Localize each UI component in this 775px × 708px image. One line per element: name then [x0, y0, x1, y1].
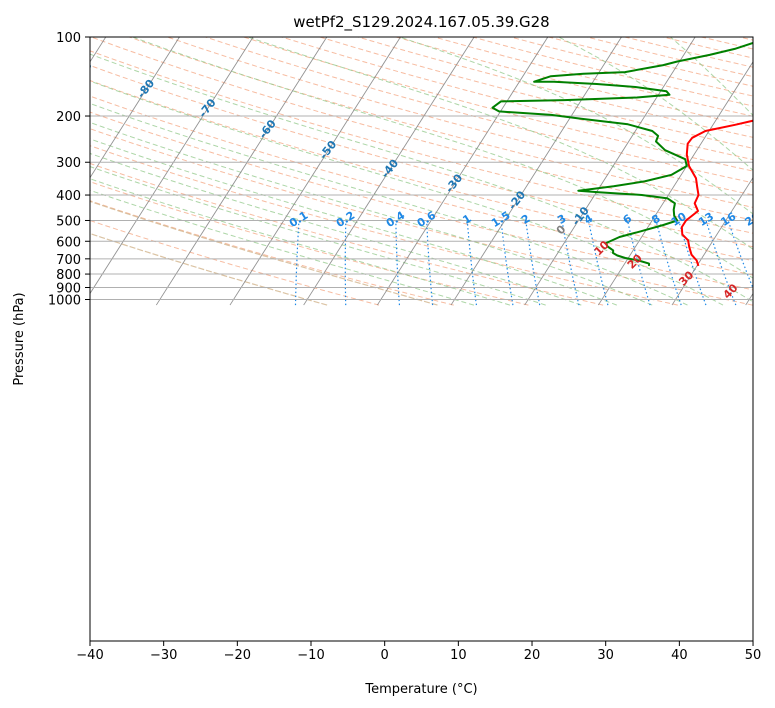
isotherm-line — [524, 37, 696, 306]
mixing-ratio-line — [655, 220, 682, 306]
y-tick-label: 400 — [56, 189, 81, 204]
moist-adiabat-line — [90, 80, 724, 306]
y-tick-label: 500 — [56, 214, 81, 229]
isotherm-line — [303, 37, 475, 306]
axes: −40 −30 −20 −10 0 10 20 30 40 50 100 200 300 400 500 60… — [48, 31, 761, 663]
y-tick-label: 900 — [56, 281, 81, 296]
isotherm-line — [671, 176, 753, 306]
dry-adiabat-line — [91, 37, 753, 221]
moist-adiabat-line — [90, 53, 753, 303]
y-tick-label: 600 — [56, 235, 81, 250]
equivalent-potential-line — [90, 200, 438, 306]
x-tick-label: 0 — [381, 648, 389, 663]
dewpoint-profile-line — [491, 41, 753, 266]
dry-adiabat-line — [90, 95, 753, 276]
dry-adiabat-line — [281, 37, 753, 161]
y-axis-label: Pressure (hPa) — [12, 292, 27, 385]
dry-adiabat-line — [90, 162, 604, 306]
plot-frame — [89, 36, 754, 642]
moist-adiabat-line — [90, 189, 475, 306]
profiles — [491, 41, 753, 267]
x-tick-label: 50 — [745, 648, 762, 663]
y-tick-label: 200 — [56, 110, 81, 125]
y-tick-label: 700 — [56, 253, 81, 268]
isotherm-line — [90, 37, 254, 295]
moist-adiabat-line — [90, 152, 582, 306]
moist-adiabat-line — [90, 138, 617, 306]
mixing-ratio-line — [626, 220, 651, 306]
moist-adiabat-line — [399, 37, 753, 215]
x-tick-label: −20 — [224, 648, 251, 663]
moist-adiabat-line — [90, 178, 511, 306]
dry-adiabat-line — [90, 111, 753, 291]
dry-adiabat-line — [319, 37, 753, 149]
x-tick-label: −40 — [76, 648, 103, 663]
x-tick-label: 20 — [524, 648, 541, 663]
mixing-ratio-line — [727, 220, 753, 290]
isotherm-line — [597, 61, 753, 306]
isotherm-line — [155, 37, 328, 306]
x-tick-label: 30 — [597, 648, 614, 663]
x-axis-label: Temperature (°C) — [364, 682, 477, 697]
temperature-profile-line — [680, 119, 753, 267]
moist-adiabat-line — [90, 121, 653, 306]
dry-adiabat-line — [90, 181, 529, 306]
dry-adiabat-line — [205, 37, 753, 184]
dry-adiabat-line — [90, 64, 753, 248]
isotherm-line — [376, 37, 549, 306]
x-tick-label: −30 — [150, 648, 177, 663]
mixing-ratio-line — [705, 220, 737, 306]
dry-adiabat-line — [90, 128, 753, 306]
dry-adiabat-line — [90, 50, 753, 234]
y-tick-label: 800 — [56, 268, 81, 283]
dry-adiabat-line — [90, 80, 753, 262]
dry-adiabat-line — [90, 219, 380, 306]
grid-lines — [90, 37, 753, 306]
y-tick-label: 300 — [56, 156, 81, 171]
chart-title: wetPf2_S129.2024.167.05.39.G28 — [293, 13, 549, 32]
y-tick-label: 1000 — [48, 294, 81, 309]
isotherm-line — [90, 37, 180, 179]
dry-adiabat-line — [129, 37, 753, 208]
isotherm-line — [450, 37, 622, 306]
x-tick-label: 40 — [671, 648, 688, 663]
mixing-ratio-label: 20 — [743, 210, 763, 229]
x-tick-label: −10 — [297, 648, 324, 663]
y-tick-label: 100 — [56, 31, 81, 46]
x-tick-label: 10 — [450, 648, 467, 663]
dry-adiabat-line — [243, 37, 753, 172]
moist-adiabat-line — [132, 37, 753, 279]
dry-adiabat-line — [90, 200, 454, 306]
equivalent-potential-line — [90, 232, 328, 306]
dry-adiabat-line — [167, 37, 753, 196]
moist-adiabat-line — [90, 102, 688, 306]
isotherm-line — [229, 37, 401, 306]
